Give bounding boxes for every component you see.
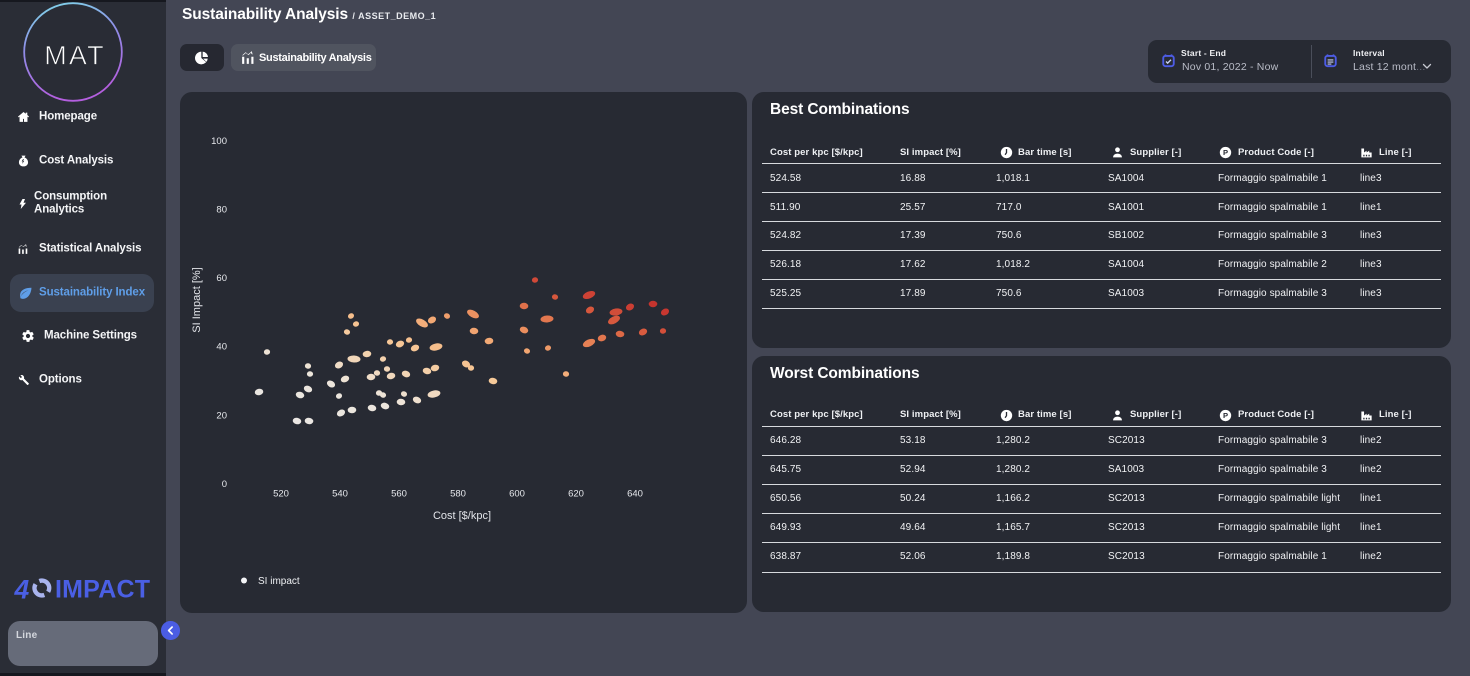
svg-text:40: 40 [216,342,227,353]
svg-text:SI Impact [%]: SI Impact [%] [191,267,203,332]
svg-text:560: 560 [391,489,407,500]
svg-text:580: 580 [450,489,466,500]
svg-text:80: 80 [216,204,227,215]
svg-text:20: 20 [216,410,227,421]
svg-text:Cost [$/kpc]: Cost [$/kpc] [433,510,491,522]
svg-text:0: 0 [222,479,227,490]
svg-text:600: 600 [509,489,525,500]
svg-text:P: P [1223,148,1228,157]
svg-text:4: 4 [14,576,30,601]
svg-text:P: P [1223,411,1228,420]
svg-text:MAT: MAT [44,41,106,71]
svg-text:640: 640 [627,489,643,500]
svg-text:100: 100 [211,136,227,147]
svg-text:60: 60 [216,273,227,284]
svg-text:520: 520 [273,489,289,500]
svg-text:620: 620 [568,489,584,500]
svg-text:SI impact: SI impact [258,576,300,587]
svg-text:540: 540 [332,489,348,500]
svg-text:IMPACT: IMPACT [55,576,150,601]
